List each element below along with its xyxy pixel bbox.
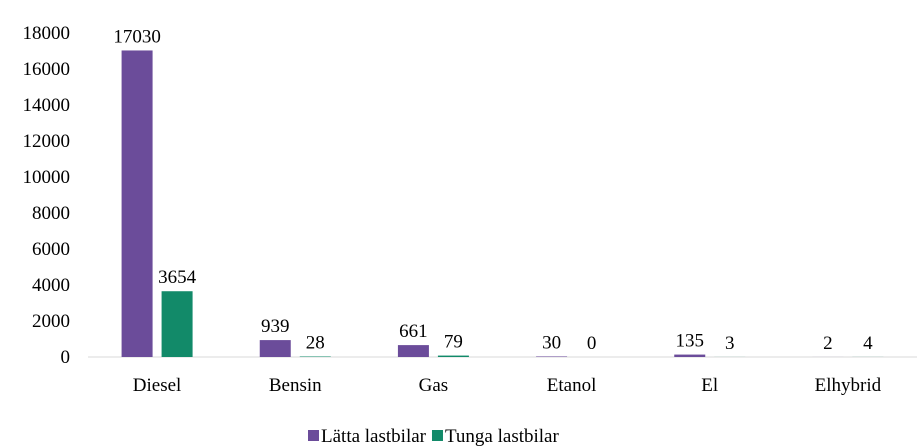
- value-label: 2: [823, 333, 833, 354]
- y-tick-label: 0: [61, 347, 71, 368]
- value-label: 79: [444, 332, 463, 353]
- x-tick-label: Elhybrid: [815, 375, 882, 396]
- x-tick-label: El: [701, 375, 718, 396]
- value-label: 3: [725, 333, 735, 354]
- value-label: 0: [587, 333, 597, 354]
- bar: [674, 354, 706, 357]
- y-tick-label: 8000: [32, 203, 70, 224]
- value-label: 28: [306, 332, 325, 353]
- legend-swatch: [431, 430, 443, 441]
- x-tick-label: Diesel: [133, 375, 182, 396]
- legend-swatch: [308, 430, 319, 441]
- y-tick-label: 2000: [32, 311, 70, 332]
- legend-label: Tunga lastbilar: [445, 426, 559, 447]
- y-tick-label: 6000: [32, 239, 70, 260]
- bar: [437, 355, 469, 357]
- legend-label: Lätta lastbilar: [321, 426, 427, 447]
- y-tick-label: 12000: [23, 131, 71, 152]
- value-label: 939: [261, 316, 290, 337]
- x-tick-label: Gas: [419, 375, 449, 396]
- value-label: 4: [863, 333, 873, 354]
- bar: [259, 340, 291, 357]
- value-label: 661: [399, 321, 428, 342]
- y-tick-label: 10000: [23, 167, 71, 188]
- value-label: 3654: [158, 267, 197, 288]
- x-tick-label: Etanol: [547, 375, 597, 396]
- y-tick-label: 4000: [32, 275, 70, 296]
- x-tick-label: Bensin: [269, 375, 322, 396]
- y-tick-label: 16000: [23, 59, 71, 80]
- bar: [121, 50, 153, 358]
- bar: [397, 345, 429, 357]
- bar: [161, 291, 193, 357]
- bar: [536, 356, 568, 357]
- value-label: 135: [676, 331, 705, 352]
- y-tick-label: 14000: [23, 95, 71, 116]
- bar: [299, 356, 331, 357]
- value-label: 30: [542, 332, 561, 353]
- y-tick-label: 18000: [23, 23, 71, 44]
- value-label: 17030: [113, 26, 161, 47]
